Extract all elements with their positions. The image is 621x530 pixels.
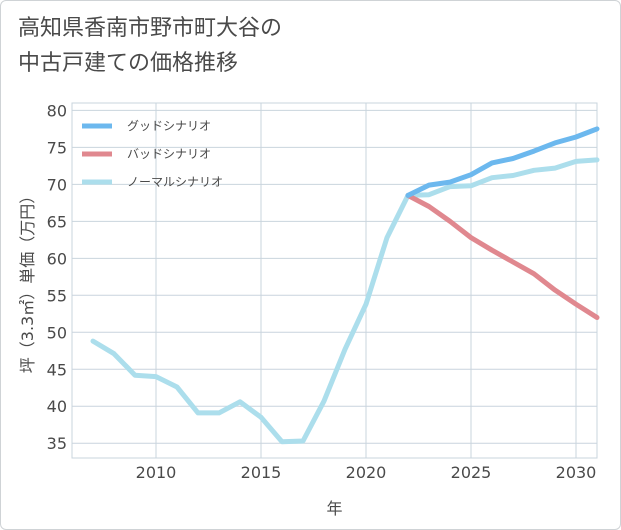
- axes: 35 40 45 50 55 60 65 70 75 80 2010 2015 2020 2025 2030: [47, 101, 597, 482]
- series-lines: [90, 126, 600, 445]
- y-tick-label: 75: [47, 138, 67, 157]
- y-tick-label: 40: [47, 397, 67, 416]
- series-line-0: [405, 126, 600, 198]
- series-line-1: [405, 192, 600, 320]
- plot-area: [71, 102, 598, 459]
- chart-title-line1: 高知県香南市野市町大谷の: [18, 16, 283, 41]
- y-tick-label: 50: [47, 323, 67, 342]
- x-tick-label: 2020: [346, 463, 387, 482]
- y-tick-label: 70: [47, 175, 67, 194]
- legend-label: バッドシナリオ: [127, 147, 211, 161]
- x-tick-label: 2025: [451, 463, 492, 482]
- x-tick-label: 2030: [556, 463, 597, 482]
- y-tick-label: 65: [47, 212, 67, 231]
- chart-title: 高知県香南市野市町大谷の 中古戸建ての価格推移: [18, 11, 598, 81]
- x-axis-label: 年: [326, 499, 342, 518]
- y-tick-label: 60: [47, 249, 67, 268]
- y-axis-label: 坪（3.3㎡）単価（万円）: [18, 188, 37, 373]
- y-tick-label: 80: [47, 101, 67, 120]
- x-tick-label: 2010: [136, 463, 177, 482]
- legend-label: グッドシナリオ: [127, 119, 211, 133]
- x-tick-label: 2015: [241, 463, 282, 482]
- y-tick-label: 55: [47, 286, 67, 305]
- y-tick-label: 35: [47, 434, 67, 453]
- series-line-2: [90, 157, 600, 445]
- y-tick-label: 45: [47, 360, 67, 379]
- legend-label: ノーマルシナリオ: [127, 175, 223, 189]
- chart-title-line2: 中古戸建ての価格推移: [18, 51, 239, 76]
